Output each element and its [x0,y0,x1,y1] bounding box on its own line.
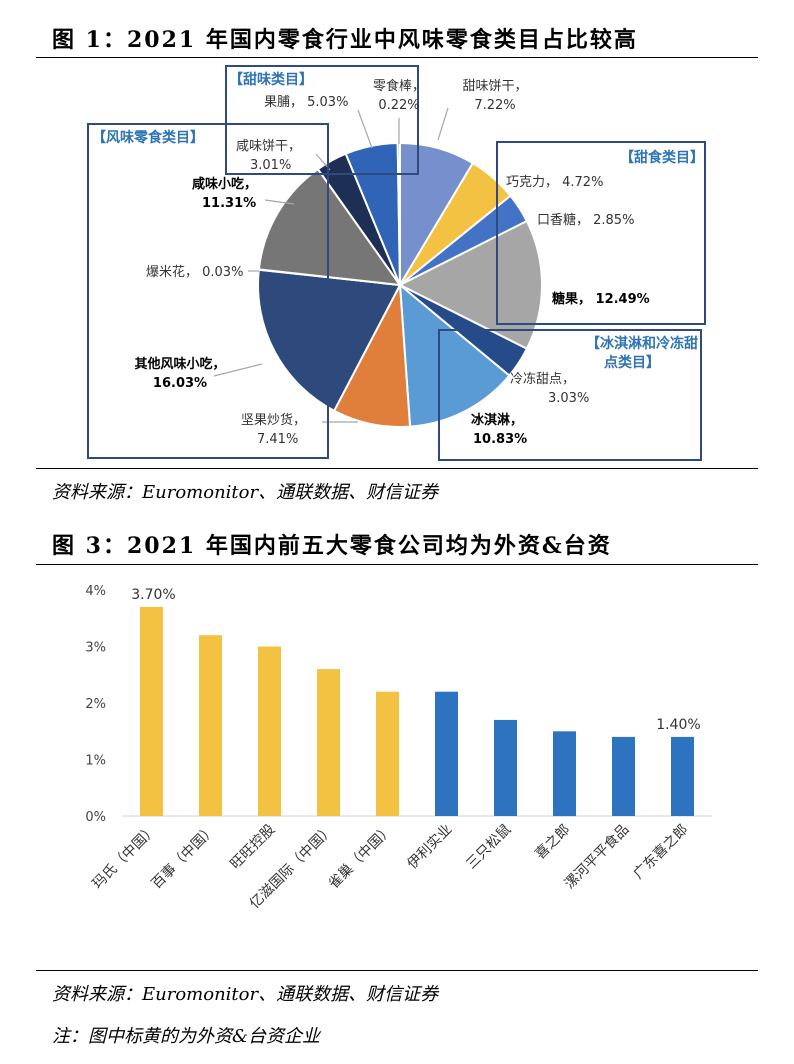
pie-label-value-7: 16.03% [153,376,207,391]
group-label-icecream: 【冰淇淋和冷冻甜点类目】 [586,335,698,371]
bar-data-label-0: 3.70% [131,587,175,603]
pie-label-11: 果脯， 5.03% [264,95,348,110]
pie-label-value-6: 7.41% [257,432,298,447]
y-tick-label-0: 0% [85,810,106,825]
x-tick-label-5: 伊利实业 [404,822,455,873]
y-tick-label-1: 1% [85,754,106,769]
pie-label-name-6: 坚果炒货， [241,412,306,428]
x-tick-label-2: 旺旺控股 [227,822,278,873]
pie-label-name-0: 甜味饼干， [462,78,527,94]
bar-2 [258,646,281,816]
group-box-icecream [438,329,702,461]
figure1-top-rule [36,57,758,58]
group-label-confection: 【甜食类目】 [620,149,704,166]
figure3-title: 图 3：2021 年国内前五大零食公司均为外资&台资 [52,533,612,559]
bar-8 [612,736,635,816]
group-box-savory [87,123,329,459]
pie-label-value-10: 3.01% [250,158,291,173]
pie-chart: 【甜味类目】 【风味零食类目】 【甜食类目】 【冰淇淋和冷冻甜点类目】 甜味饼干… [87,65,706,461]
pie-label-name-10: 咸味饼干， [236,139,301,154]
figure3-note: 注：图中标黄的为外资&台资企业 [52,1026,321,1047]
pie-slice-5 [398,282,511,428]
y-tick-label-2: 2% [85,697,106,712]
bar-4 [376,691,399,816]
figure3-top-rule [36,564,758,565]
pie-slice-7 [257,268,402,413]
pie-label-value-12: 0.22% [378,98,419,113]
figure3-source: 资料来源：Euromonitor、通联数据、财信证券 [52,984,439,1005]
pie-label-name-9: 咸味小吃， [192,176,257,192]
pie-label-name-8: 爆米花， 0.03% [146,264,243,280]
pie-label-name-12: 零食棒， [373,78,425,94]
pie-label-name-3: 糖果， 12.49% [552,291,650,307]
figure1-title: 图 1：2021 年国内零食行业中风味零食类目占比较高 [52,27,638,53]
pie-label-name-1: 巧克力， 4.72% [506,175,603,190]
bar-5 [435,691,458,816]
pie-label-value-0: 7.22% [474,98,515,113]
pie-label-value-4: 3.03% [548,391,589,406]
pie-label-value-5: 10.83% [473,432,527,447]
bar-6 [494,719,517,816]
x-tick-label-7: 喜之郎 [532,822,573,863]
pie-leader-0 [437,107,449,141]
pie-slice-3 [397,219,543,351]
pie-label-name-7: 其他风味小吃， [134,356,225,372]
pie-leader-11 [357,109,373,149]
pie-label-value-9: 11.31% [202,196,256,211]
pie-label-name-4: 冷冻甜点， [510,371,575,387]
figure1-bottom-rule [36,468,758,469]
bar-chart: 0%1%2%3%4% 3.70%玛氏（中国）百事（中国） 旺旺控股亿滋国际（中国）… [85,584,712,912]
pie-label-name-5: 冰淇淋， [471,412,523,428]
figure1-source: 资料来源：Euromonitor、通联数据、财信证券 [52,482,439,503]
pie-label-name-2: 口香糖， 2.85% [537,212,634,228]
pie-leader-7 [213,363,263,377]
x-tick-label-6: 三只松鼠 [463,822,514,873]
figure3-bottom-rule [36,970,758,971]
bar-1 [199,635,222,816]
x-tick-label-9: 广东喜之郎 [631,822,692,883]
group-label-savory: 【风味零食类目】 [92,129,204,146]
y-tick-label-4: 4% [85,584,106,599]
group-label-sweet: 【甜味类目】 [229,71,313,88]
bar-7 [553,731,576,817]
bar-0 [140,606,163,816]
bar-3 [317,669,340,816]
pie-leader-9 [264,199,295,205]
group-box-sweet [225,65,419,175]
group-box-confection [496,141,706,325]
bar-9 [671,736,694,816]
bar-data-label-9: 1.40% [656,717,700,733]
y-tick-label-3: 3% [85,641,106,656]
